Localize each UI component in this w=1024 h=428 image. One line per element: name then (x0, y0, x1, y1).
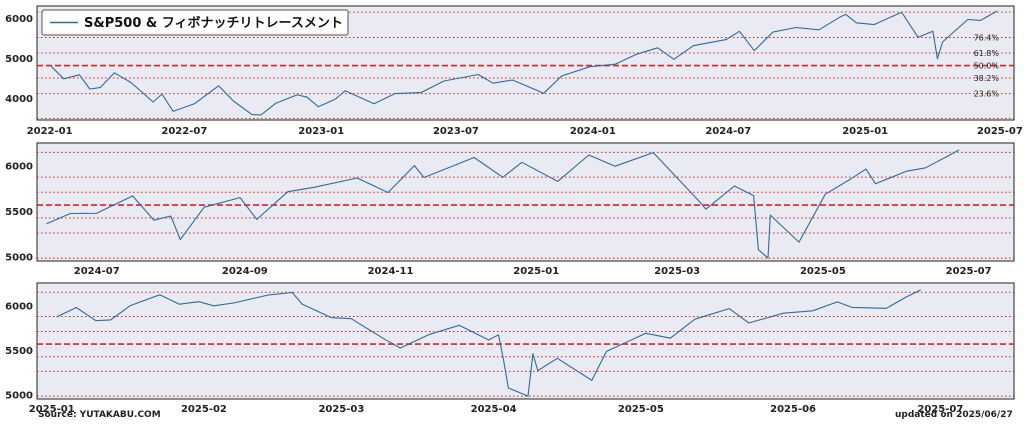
x-tick-label: 2025-01 (29, 404, 75, 415)
x-tick-label: 2025-07 (917, 404, 963, 415)
plot-area (36, 282, 1015, 400)
x-tick-label: 2025-03 (318, 404, 364, 415)
y-tick-label: 5500 (5, 207, 33, 218)
x-tick-label: 2025-02 (181, 404, 227, 415)
x-tick-label: 2024-09 (222, 266, 268, 277)
legend-label: S&P500 & フィボナッチリトレースメント (84, 15, 343, 31)
sp500-series-line (56, 289, 921, 397)
x-tick-label: 2025-01 (842, 126, 888, 137)
x-tick-label: 2022-07 (161, 126, 207, 137)
fib-level-label: 23.6% (974, 90, 1000, 99)
y-tick-label: 6000 (5, 14, 33, 25)
x-tick-label: 2025-06 (770, 404, 816, 415)
x-tick-label: 2025-03 (654, 266, 700, 277)
source-credit: Source: YUTAKABU.COM (38, 410, 161, 420)
x-tick-label: 2023-01 (298, 126, 344, 137)
sp500-series-line (50, 10, 998, 116)
fib-level-label: 38.2% (974, 74, 1000, 83)
y-tick-label: 5500 (5, 346, 33, 357)
x-tick-label: 2025-05 (618, 404, 664, 415)
fib-level-label: 61.8% (974, 49, 1000, 58)
legend: S&P500 & フィボナッチリトレースメント (41, 9, 349, 36)
y-tick-label: 4000 (5, 94, 33, 105)
sp500-series-line (46, 149, 960, 259)
y-tick-label: 6000 (5, 162, 33, 173)
x-tick-label: 2025-07 (977, 126, 1023, 137)
x-tick-label: 2024-01 (570, 126, 616, 137)
chart-panel-2: 5000 5500 6000 2024-07 2024-09 2024-11 2025-01… (5, 142, 1015, 277)
x-tick-label: 2023-07 (433, 126, 479, 137)
legend-box (41, 9, 349, 36)
fib-level-label: 76.4% (974, 33, 1000, 42)
y-tick-label: 5000 (5, 252, 33, 263)
x-tick-label: 2022-01 (27, 126, 73, 137)
y-tick-label: 5000 (5, 54, 33, 65)
chart-panel-3: 5000 5500 6000 2025-01 2025-02 2025-03 2025-04… (5, 282, 1015, 415)
x-tick-label: 2024-07 (705, 126, 751, 137)
plot-area (36, 142, 1015, 262)
x-tick-label: 2024-07 (74, 266, 120, 277)
x-tick-label: 2025-05 (800, 266, 846, 277)
x-tick-label: 2024-11 (368, 266, 414, 277)
x-tick-label: 2025-01 (513, 266, 559, 277)
updated-date: updated on 2025/06/27 (895, 410, 1013, 420)
y-tick-label: 5000 (5, 391, 33, 402)
x-tick-label: 2025-04 (471, 404, 517, 415)
x-tick-label: 2025-07 (946, 266, 992, 277)
fib-level-label: 50.0% (974, 62, 1000, 71)
y-tick-label: 6000 (5, 301, 33, 312)
chart-panel-1: 76.4% 61.8% 50.0% 38.2% 23.6% 4000 5000 6000 202… (5, 5, 1023, 137)
